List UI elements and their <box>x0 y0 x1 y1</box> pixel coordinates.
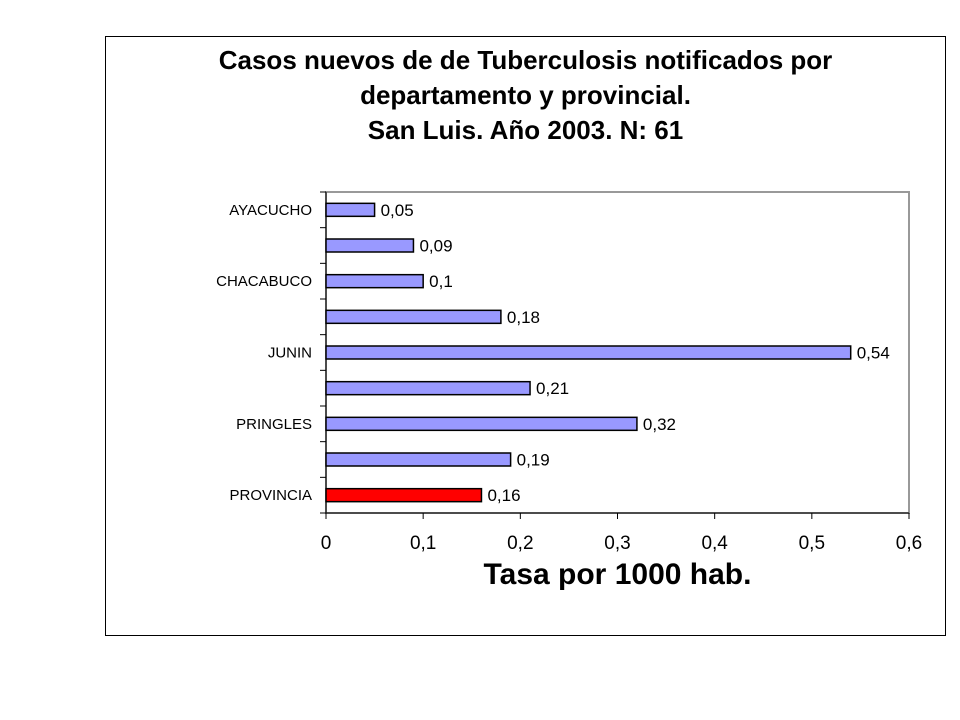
chart-frame <box>105 36 946 636</box>
category-label: JUNIN <box>268 345 312 362</box>
bar <box>325 238 415 253</box>
chart-title: Casos nuevos de de Tuberculosis notifica… <box>105 43 946 148</box>
x-tick-label: 0,2 <box>507 533 533 554</box>
x-tick-label: 0,5 <box>799 533 825 554</box>
data-label: 0,19 <box>517 451 550 470</box>
x-tick-label: 0 <box>321 533 332 554</box>
x-tick-label: 0,3 <box>604 533 630 554</box>
chart-title-line-2: departamento y provincial. <box>360 80 691 110</box>
category-label: AYACUCHO <box>229 202 312 219</box>
data-label: 0,54 <box>857 344 890 363</box>
category-label: PRINGLES <box>236 416 312 433</box>
category-label: CHACABUCO <box>216 273 312 290</box>
category-label: PROVINCIA <box>229 487 312 504</box>
x-tick-label: 0,4 <box>701 533 728 554</box>
x-tick-label: 0,1 <box>410 533 436 554</box>
bar <box>325 452 512 467</box>
bar <box>325 380 531 396</box>
bar <box>325 416 638 432</box>
bar <box>325 309 502 325</box>
x-tick-label: 0,6 <box>896 533 922 554</box>
data-label: 0,05 <box>381 201 414 220</box>
data-label: 0,1 <box>429 272 453 291</box>
data-label: 0,16 <box>487 486 520 505</box>
x-axis-title: Tasa por 1000 hab. <box>483 558 752 591</box>
data-label: 0,21 <box>536 379 569 398</box>
bar <box>325 273 424 289</box>
data-label: 0,18 <box>507 308 540 327</box>
data-label: 0,09 <box>419 237 452 256</box>
bar <box>325 202 376 218</box>
chart-title-line-3: San Luis. Año 2003. N: 61 <box>367 115 684 145</box>
chart-title-line-1: Casos nuevos de de Tuberculosis notifica… <box>218 45 833 75</box>
bar <box>325 487 483 503</box>
bar <box>325 345 852 360</box>
data-label: 0,32 <box>643 415 676 434</box>
